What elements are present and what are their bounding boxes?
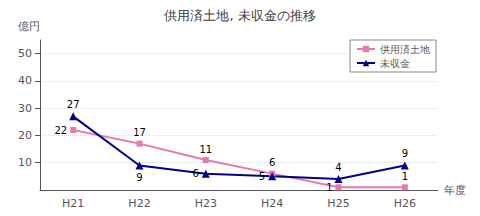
svg-text:供用済土地, 未収金の推移: 供用済土地, 未収金の推移 [164,8,315,23]
svg-text:9: 9 [402,148,408,159]
svg-text:5: 5 [259,171,265,182]
svg-text:H22: H22 [128,197,150,210]
svg-text:億円: 億円 [18,20,40,33]
svg-text:6: 6 [269,157,275,168]
svg-text:11: 11 [199,144,212,155]
svg-text:30: 30 [18,102,32,115]
svg-text:H21: H21 [62,197,84,210]
svg-text:40: 40 [18,74,32,87]
svg-text:10: 10 [18,156,32,169]
svg-text:H25: H25 [327,197,349,210]
svg-text:未収金: 未収金 [380,58,410,69]
svg-text:9: 9 [136,172,142,183]
svg-text:4: 4 [335,162,341,173]
svg-text:1: 1 [326,182,332,193]
svg-text:H24: H24 [261,197,283,210]
svg-text:50: 50 [18,47,32,60]
svg-text:H23: H23 [195,197,217,210]
svg-text:年度: 年度 [444,184,466,197]
svg-text:供用済土地: 供用済土地 [380,44,430,55]
svg-text:20: 20 [18,129,32,142]
svg-text:27: 27 [67,99,80,110]
svg-text:22: 22 [54,125,67,136]
svg-text:17: 17 [133,127,146,138]
svg-text:6: 6 [192,168,198,179]
svg-text:H26: H26 [394,197,416,210]
svg-text:1: 1 [402,171,408,182]
